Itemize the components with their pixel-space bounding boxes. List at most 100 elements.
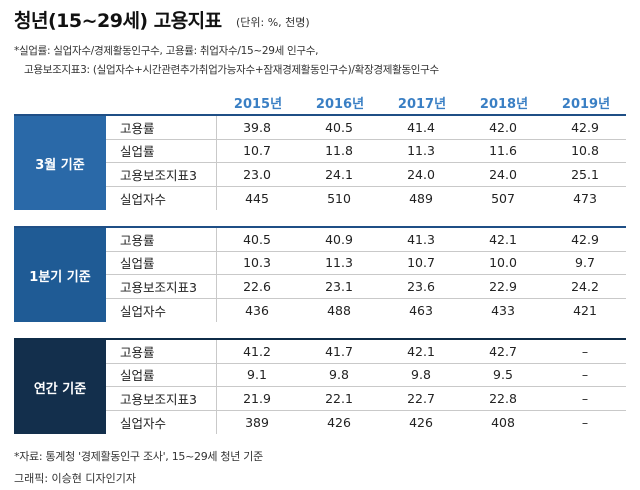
group-top-border xyxy=(14,338,626,340)
column-divider xyxy=(216,228,217,322)
table-cell: 39.8 xyxy=(243,119,271,135)
table-cell: 510 xyxy=(327,190,351,206)
group-label-q1: 1분기 기준 xyxy=(14,228,106,322)
row-label: 실업자수 xyxy=(120,415,167,431)
table-cell: 11.3 xyxy=(325,255,353,271)
column-divider xyxy=(216,116,217,210)
definition-note-1: *실업률: 실업자수/경제활동인구수, 고용률: 취업자수/15~29세 인구수… xyxy=(14,45,319,57)
table-cell: 42.0 xyxy=(489,119,517,135)
group-rows-annual: 고용률 41.2 41.7 42.1 42.7 – 실업률 9.1 9.8 9.… xyxy=(106,340,626,434)
table-cell: 9.8 xyxy=(411,367,431,383)
table-cell: 24.1 xyxy=(325,166,353,182)
table-cell: 445 xyxy=(245,190,269,206)
table-cell: 40.9 xyxy=(325,231,353,247)
table-cell: 23.0 xyxy=(243,166,271,182)
table-cell: 426 xyxy=(409,414,433,430)
table-cell: 22.7 xyxy=(407,390,435,406)
table-cell: 9.1 xyxy=(247,367,267,383)
table-row: 실업률 10.3 11.3 10.7 10.0 9.7 xyxy=(106,252,626,275)
table-row: 실업자수 445 510 489 507 473 xyxy=(106,187,626,211)
column-header-2017: 2017년 xyxy=(397,97,447,112)
graphic-credit: 그래픽: 이승현 디자인기자 xyxy=(14,472,137,485)
table-cell: 41.7 xyxy=(325,343,353,359)
table-cell: 42.9 xyxy=(571,231,599,247)
row-label: 실업자수 xyxy=(120,191,167,207)
table-row: 실업률 10.7 11.8 11.3 11.6 10.8 xyxy=(106,140,626,163)
table-cell: 40.5 xyxy=(243,231,271,247)
table-cell: 11.6 xyxy=(489,143,517,159)
table-cell: 42.1 xyxy=(407,343,435,359)
table-cell: 488 xyxy=(327,302,351,318)
table-row: 고용률 40.5 40.9 41.3 42.1 42.9 xyxy=(106,228,626,252)
column-header-2018: 2018년 xyxy=(479,97,529,112)
table-cell: 9.5 xyxy=(493,367,513,383)
table-cell: 9.7 xyxy=(575,255,595,271)
table-cell: 22.8 xyxy=(489,390,517,406)
table-cell: 463 xyxy=(409,302,433,318)
row-label: 고용률 xyxy=(120,232,155,248)
table-row: 고용보조지표3 21.9 22.1 22.7 22.8 – xyxy=(106,387,626,411)
row-label: 고용보조지표3 xyxy=(120,279,197,295)
definition-note-2: 고용보조지표3: (실업자수+시간관련추가취업가능자수+잠재경제활동인구수)/확… xyxy=(24,64,439,76)
table-cell: – xyxy=(581,343,589,359)
row-label: 실업률 xyxy=(120,256,155,272)
table-cell: 40.5 xyxy=(325,119,353,135)
row-label: 고용보조지표3 xyxy=(120,391,197,407)
row-label: 실업률 xyxy=(120,144,155,160)
row-label: 고용률 xyxy=(120,344,155,360)
table-row: 고용률 41.2 41.7 42.1 42.7 – xyxy=(106,340,626,364)
group-rows-march: 고용률 39.8 40.5 41.4 42.0 42.9 실업률 10.7 11… xyxy=(106,116,626,210)
table-cell: 11.3 xyxy=(407,143,435,159)
table-cell: 24.2 xyxy=(571,278,599,294)
table-cell: – xyxy=(581,390,589,406)
table-cell: 24.0 xyxy=(407,166,435,182)
table-row: 실업자수 436 488 463 433 421 xyxy=(106,299,626,323)
table-cell: 25.1 xyxy=(571,166,599,182)
table-cell: 9.8 xyxy=(329,367,349,383)
table-cell: 42.1 xyxy=(489,231,517,247)
table-cell: 10.7 xyxy=(243,143,271,159)
table-cell: 436 xyxy=(245,302,269,318)
column-header-2015: 2015년 xyxy=(233,97,283,112)
table-cell: – xyxy=(581,367,589,383)
column-header-2016: 2016년 xyxy=(315,97,365,112)
table-row: 고용보조지표3 23.0 24.1 24.0 24.0 25.1 xyxy=(106,163,626,187)
table-cell: – xyxy=(581,414,589,430)
table-cell: 41.3 xyxy=(407,231,435,247)
table-cell: 421 xyxy=(573,302,597,318)
group-label-march: 3월 기준 xyxy=(14,116,106,210)
table-cell: 23.1 xyxy=(325,278,353,294)
row-label: 고용률 xyxy=(120,120,155,136)
group-top-border xyxy=(14,226,626,228)
table-cell: 473 xyxy=(573,190,597,206)
chart-title: 청년(15~29세) 고용지표 xyxy=(14,10,222,32)
table-cell: 10.0 xyxy=(489,255,517,271)
column-divider xyxy=(216,340,217,434)
row-label: 실업자수 xyxy=(120,303,167,319)
table-cell: 11.8 xyxy=(325,143,353,159)
group-rows-q1: 고용률 40.5 40.9 41.3 42.1 42.9 실업률 10.3 11… xyxy=(106,228,626,322)
unit-label: (단위: %, 천명) xyxy=(236,16,310,29)
row-label: 실업률 xyxy=(120,368,155,384)
table-cell: 24.0 xyxy=(489,166,517,182)
column-header-2019: 2019년 xyxy=(561,97,611,112)
table-cell: 41.2 xyxy=(243,343,271,359)
table-cell: 10.3 xyxy=(243,255,271,271)
table-cell: 22.1 xyxy=(325,390,353,406)
table-row: 실업률 9.1 9.8 9.8 9.5 – xyxy=(106,364,626,387)
table-cell: 41.4 xyxy=(407,119,435,135)
table-cell: 21.9 xyxy=(243,390,271,406)
group-top-border xyxy=(14,114,626,116)
table-cell: 408 xyxy=(491,414,515,430)
table-cell: 489 xyxy=(409,190,433,206)
row-label: 고용보조지표3 xyxy=(120,167,197,183)
table-row: 고용보조지표3 22.6 23.1 23.6 22.9 24.2 xyxy=(106,275,626,299)
table-cell: 42.9 xyxy=(571,119,599,135)
table-cell: 42.7 xyxy=(489,343,517,359)
table-row: 고용률 39.8 40.5 41.4 42.0 42.9 xyxy=(106,116,626,140)
table-cell: 426 xyxy=(327,414,351,430)
table-row: 실업자수 389 426 426 408 – xyxy=(106,411,626,435)
table-cell: 22.6 xyxy=(243,278,271,294)
table-cell: 389 xyxy=(245,414,269,430)
group-label-annual: 연간 기준 xyxy=(14,340,106,434)
